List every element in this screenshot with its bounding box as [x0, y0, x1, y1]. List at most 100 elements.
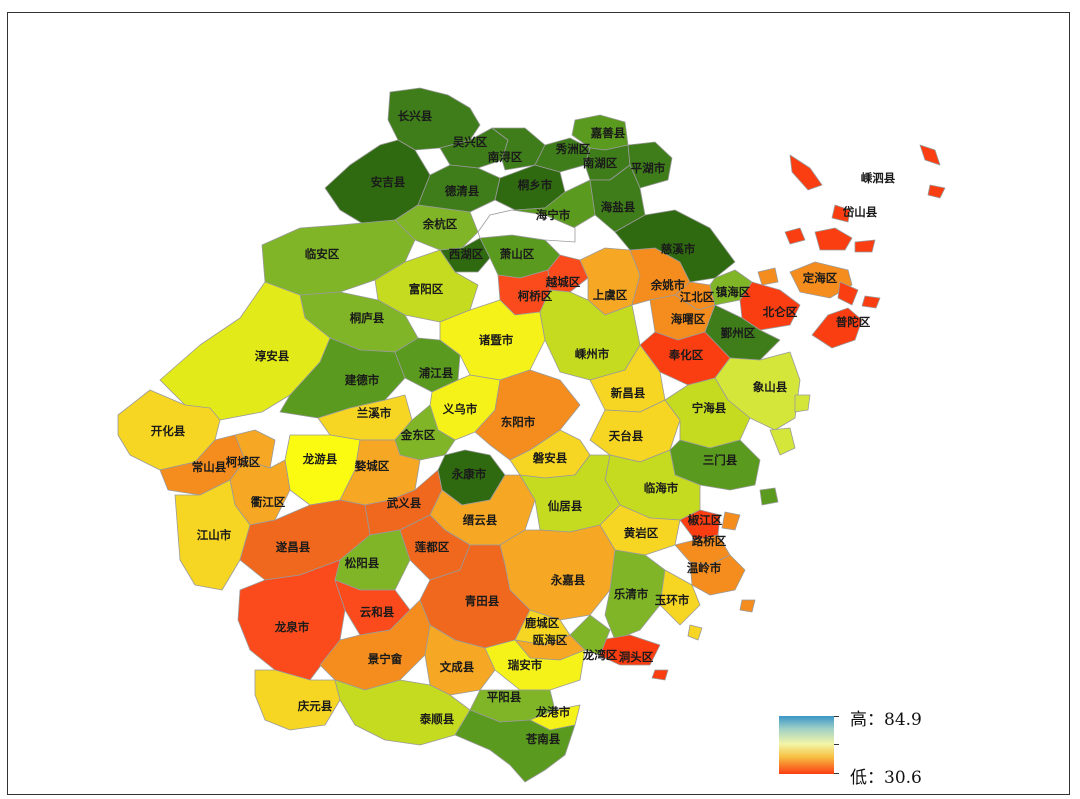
region-label: 金东区 [400, 428, 436, 442]
region-76 [569, 614, 611, 656]
region-label: 越城区 [545, 275, 581, 289]
region-28 [789, 261, 853, 299]
region-label: 松阳县 [345, 556, 380, 570]
region-10 [589, 164, 646, 233]
region-label: 玉环市 [655, 593, 690, 607]
region-label: 海盐县 [601, 200, 636, 214]
region-label: 乐清市 [614, 587, 649, 601]
region-label: 普陀区 [836, 315, 871, 329]
region-label: 德清县 [444, 184, 480, 198]
region-label: 淳安县 [255, 349, 290, 363]
region-label: 云和县 [360, 605, 395, 619]
region-label: 三门县 [703, 453, 738, 467]
region-label: 临安区 [305, 247, 340, 261]
region-label: 长兴县 [398, 109, 433, 123]
legend-low-label: 低：30.6 [850, 768, 922, 788]
region-38 [539, 289, 641, 381]
region-label: 象山县 [753, 380, 788, 394]
region-label: 鹿城区 [525, 616, 560, 630]
legend-high-label: 高：84.9 [850, 710, 922, 730]
region-label: 椒江区 [688, 513, 723, 527]
region-label: 龙港市 [535, 705, 571, 719]
region-label: 龙泉市 [274, 620, 310, 634]
legend-tick-high [834, 716, 839, 717]
region-label: 缙云县 [463, 513, 498, 527]
region-label: 奉化区 [668, 348, 704, 362]
region-label: 瑞安市 [508, 658, 543, 672]
region-label: 永康市 [451, 467, 487, 481]
region-label: 青田县 [465, 594, 500, 608]
region-label: 黄岩区 [624, 526, 659, 540]
region-label: 江北区 [680, 290, 715, 304]
region-label: 洞头区 [619, 650, 654, 664]
region-label: 瓯海区 [533, 633, 568, 647]
region-label: 浦江县 [419, 366, 454, 380]
region-label: 景宁畲 [367, 652, 403, 666]
region-2 [491, 127, 546, 171]
legend-tick-low [834, 773, 839, 774]
region-label: 东阳市 [501, 415, 536, 429]
region-29 [811, 307, 863, 349]
region-48 [234, 429, 276, 469]
region-30 [814, 227, 853, 251]
region-label: 桐庐县 [350, 311, 385, 325]
region-label: 天台县 [609, 429, 644, 443]
region-label: 南湖区 [583, 156, 618, 170]
region-label: 义乌市 [443, 402, 478, 416]
region-label: 衢江区 [251, 495, 286, 509]
region-label: 吴兴区 [453, 135, 488, 149]
region-label: 路桥区 [692, 534, 727, 548]
region-label: 常山县 [192, 460, 227, 474]
region-label: 海宁市 [536, 208, 571, 222]
region-67 [689, 554, 746, 596]
region-label: 磐安县 [532, 451, 568, 465]
region-label: 遂昌县 [276, 540, 311, 554]
region-label: 宁海县 [692, 401, 727, 415]
region-label: 余杭区 [422, 217, 458, 231]
region-label: 开化县 [151, 424, 186, 438]
region-label: 柯城区 [226, 455, 261, 469]
region-label: 庆元县 [297, 699, 333, 713]
region-label: 柯桥区 [518, 289, 553, 303]
region-label: 仙居县 [548, 499, 583, 513]
region-label: 建德市 [345, 373, 380, 387]
legend-tick-mid [834, 744, 839, 745]
region-label: 西湖区 [449, 247, 484, 261]
region-69 [659, 569, 701, 626]
region-37 [439, 299, 546, 381]
region-label: 萧山区 [500, 247, 535, 261]
region-75 [597, 634, 661, 666]
region-71 [237, 559, 346, 681]
region-label: 海曙区 [671, 312, 706, 326]
region-84 [454, 709, 576, 783]
region-label: 南浔区 [488, 150, 523, 164]
regions-layer [117, 87, 863, 783]
region-31 [789, 154, 823, 191]
region-label: 安吉县 [371, 175, 406, 189]
region-label: 莲都区 [415, 540, 450, 554]
region-label: 余姚市 [650, 278, 686, 292]
region-label: 嘉善县 [590, 126, 626, 140]
legend-gradient-bar [779, 716, 834, 774]
region-36 [394, 337, 461, 393]
region-label: 定海区 [803, 271, 838, 285]
region-label: 泰顺县 [419, 712, 455, 726]
region-label: 临海市 [644, 481, 679, 495]
region-label: 诸暨市 [479, 333, 514, 347]
region-label: 镇海区 [716, 285, 751, 299]
region-label: 上虞区 [593, 288, 628, 302]
offshore-islands [651, 144, 946, 681]
lakes-layer [477, 209, 576, 243]
region-label: 文成县 [440, 660, 475, 674]
region-label: 嵊泗县 [861, 171, 896, 185]
region-label: 苍南县 [525, 732, 561, 746]
region-label: 平阳县 [487, 690, 522, 704]
region-label: 桐乡市 [518, 178, 553, 192]
region-label: 鄞州区 [721, 326, 756, 340]
region-label: 平湖市 [631, 161, 666, 175]
lake-0 [477, 209, 576, 243]
region-label: 兰溪市 [357, 406, 392, 420]
region-label: 北仑区 [763, 305, 798, 319]
region-label: 岱山县 [842, 205, 878, 219]
